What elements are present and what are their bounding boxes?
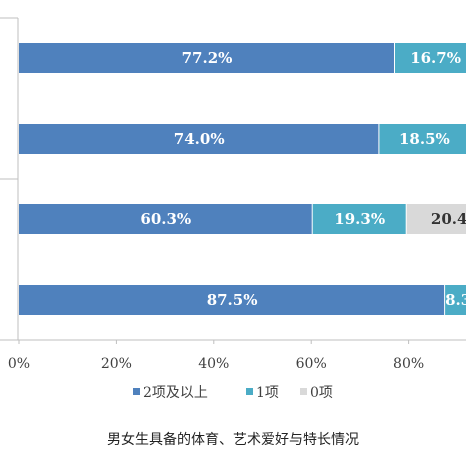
bar-data-label: 77.2% (182, 49, 233, 67)
x-tick-label: 40% (198, 356, 229, 372)
chart-title: 男女生具备的体育、艺术爱好与特长情况 (107, 431, 359, 448)
legend-label-2: 1项 (256, 385, 279, 401)
bar-data-label: 16.7% (410, 49, 461, 67)
legend-swatch-1 (133, 388, 140, 395)
bar-2-row-3 (312, 204, 406, 234)
bar-1-row-3 (19, 204, 312, 234)
bar-data-label: 18.5% (399, 130, 450, 148)
x-tick-label: 20% (101, 356, 132, 372)
legend-swatch-3 (300, 388, 307, 395)
bar-1-row-1 (19, 43, 394, 73)
x-tick-label: 0% (8, 356, 30, 372)
bar-data-label: 74.0% (174, 130, 225, 148)
bar-data-label: 87.5% (207, 291, 258, 309)
bar-1-row-2 (19, 124, 379, 154)
bar-data-label: 60.3% (140, 210, 191, 228)
x-tick-label: 80% (393, 356, 424, 372)
bar-2-row-1 (395, 43, 466, 73)
bar-data-label: 8.3% (445, 291, 466, 309)
bar-1-row-4 (19, 285, 445, 315)
bar-data-label: 20.4% (431, 210, 466, 228)
bar-2-row-4 (445, 285, 466, 315)
bar-data-label: 19.3% (334, 210, 385, 228)
x-tick-label: 60% (296, 356, 327, 372)
legend-label-1: 2项及以上 (143, 385, 208, 401)
bar-2-row-2 (379, 124, 466, 154)
legend-label-3: 0项 (310, 385, 333, 401)
legend-swatch-2 (246, 388, 253, 395)
bar-3-row-3 (406, 204, 466, 234)
